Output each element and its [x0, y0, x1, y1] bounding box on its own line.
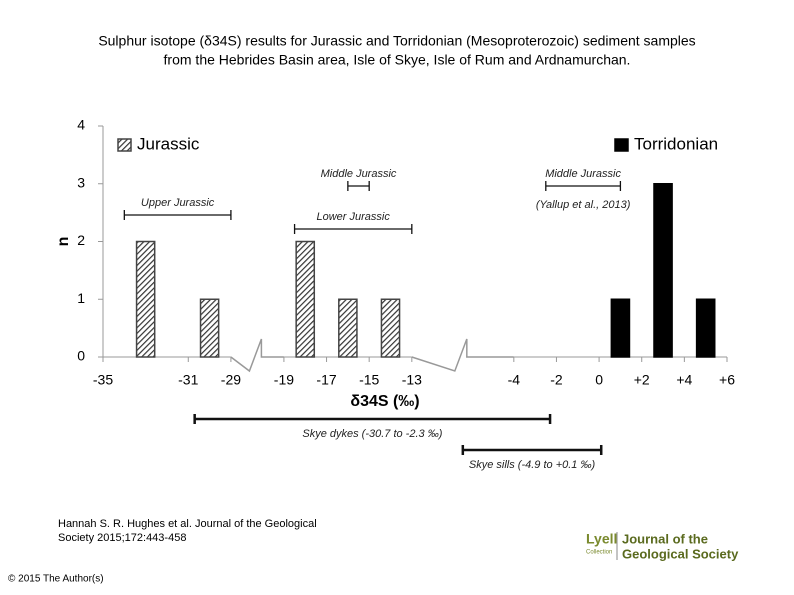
legend-swatch	[614, 138, 629, 152]
annotation: Skye dykes (-30.7 to -2.3 ‰)	[302, 428, 442, 440]
x-tick-label: -17	[316, 372, 336, 388]
x-tick-label: +2	[634, 372, 650, 388]
x-tick-label: -13	[402, 372, 422, 388]
x-tick-label: -2	[550, 372, 563, 388]
x-tick-label: 0	[595, 372, 603, 388]
legend-swatch	[117, 138, 132, 152]
y-tick-label: 0	[77, 348, 85, 364]
bar	[380, 298, 401, 358]
citation: Society 2015;172:443-458	[58, 532, 186, 544]
y-tick-label: 4	[77, 117, 85, 133]
bar	[653, 183, 673, 358]
bar	[695, 298, 716, 358]
x-tick-label: +4	[676, 372, 692, 388]
annotation: Skye sills (-4.9 to +0.1 ‰)	[469, 459, 596, 471]
x-tick-label: -29	[221, 372, 241, 388]
x-tick-label: -35	[93, 372, 113, 388]
bar	[135, 240, 156, 358]
axis-break	[411, 338, 514, 372]
legend-label: Jurassic	[137, 134, 200, 153]
citation: Hannah S. R. Hughes et al. Journal of th…	[58, 518, 317, 530]
x-tick-label: -19	[274, 372, 294, 388]
bar	[199, 298, 220, 358]
axis-break	[230, 338, 284, 373]
y-tick-label: 2	[77, 232, 85, 248]
annotation-note: (Yallup et al., 2013)	[536, 199, 631, 211]
copyright: © 2015 The Author(s)	[8, 574, 104, 585]
annotation: Middle Jurassic	[545, 168, 621, 180]
x-tick-label: -4	[508, 372, 521, 388]
bar	[338, 298, 358, 358]
y-axis-label: n	[55, 237, 72, 247]
annotation: Lower Jurassic	[317, 211, 391, 223]
logo-journal: Geological Society	[622, 546, 739, 561]
slide-title: from the Hebrides Basin area, Isle of Sk…	[164, 52, 631, 68]
x-tick-label: +6	[719, 372, 735, 388]
x-tick-label: -15	[359, 372, 379, 388]
x-tick-label: -31	[178, 372, 198, 388]
y-tick-label: 3	[77, 174, 85, 190]
y-tick-label: 1	[77, 290, 85, 306]
logo-lyell: Lyell	[586, 531, 617, 547]
logo-collection: Collection	[586, 550, 612, 556]
x-axis-label: δ34S (‰)	[350, 393, 419, 410]
bar	[295, 240, 316, 358]
logo-journal: Journal of the	[622, 531, 708, 546]
bar	[610, 298, 631, 358]
chart: 0 1 2 3 4 -35 -31 -29 -19 -17 -15 -13 -4 -2 0 +2 +4 +6 δ34…	[55, 117, 735, 471]
slide-title: Sulphur isotope (δ34S) results for Juras…	[98, 33, 695, 49]
annotation: Middle Jurassic	[321, 168, 397, 180]
annotation: Upper Jurassic	[141, 197, 215, 209]
legend-label: Torridonian	[634, 134, 718, 153]
